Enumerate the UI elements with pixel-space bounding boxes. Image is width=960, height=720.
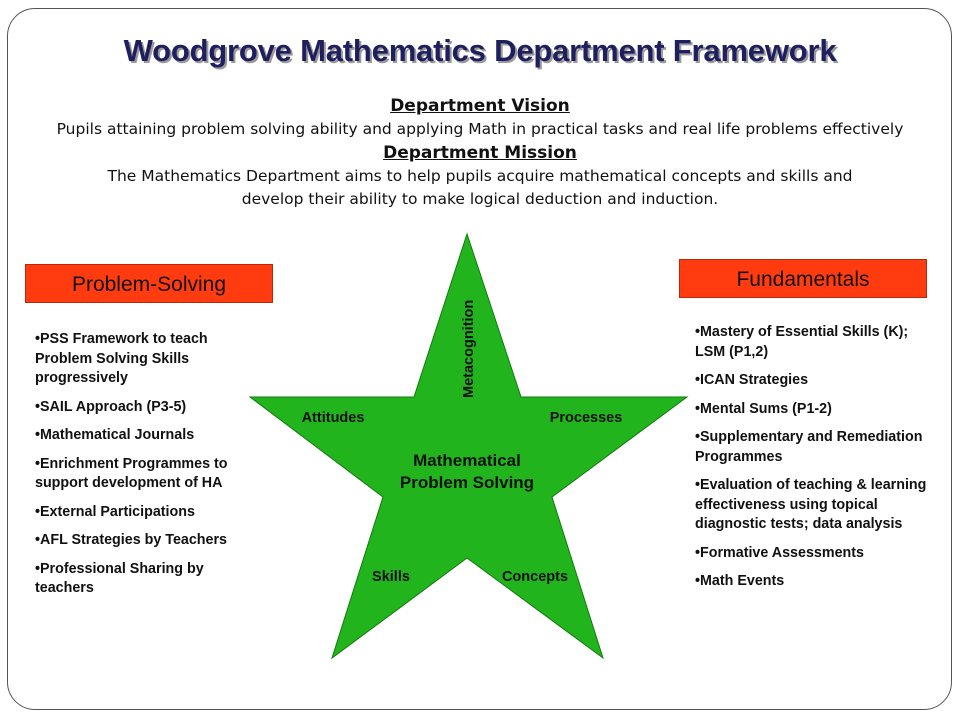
list-item: •Mental Sums (P1-2) — [695, 400, 832, 417]
list-item: •SAIL Approach (P3-5) — [35, 398, 187, 415]
list-item: •Mastery of Essential Skills (K); LSM (P… — [695, 324, 909, 360]
fundamentals-heading-box: Fundamentals — [679, 259, 927, 298]
problem-solving-heading: Problem-Solving — [71, 273, 227, 296]
mission-text-line1: The Mathematics Department aims to help … — [107, 167, 853, 185]
vision-text: Pupils attaining problem solving ability… — [56, 120, 904, 138]
list-item: •AFL Strategies by Teachers — [35, 532, 227, 548]
list-item: •PSS Framework to teach Problem Solving … — [35, 331, 208, 386]
star-shape — [248, 232, 689, 660]
problem-solving-heading-box: Problem-Solving — [25, 264, 273, 303]
list-item: •Supplementary and Remediation Programme… — [695, 429, 923, 465]
star-label-skills: Skills — [372, 569, 410, 585]
vision-heading: Department Vision — [390, 96, 570, 116]
slide-title: Woodgrove Mathematics Department Framewo… — [123, 33, 837, 68]
star-center-line1: Mathematical — [413, 451, 521, 470]
star-label-processes: Processes — [550, 410, 623, 426]
star-center-line2: Problem Solving — [400, 473, 534, 492]
star-label-attitudes: Attitudes — [302, 410, 365, 426]
list-item: •Math Events — [695, 573, 785, 589]
list-item: •ICAN Strategies — [695, 372, 809, 388]
star-label-metacognition: Metacognition — [461, 300, 477, 398]
list-item: •Formative Assessments — [695, 544, 864, 561]
fundamentals-heading: Fundamentals — [736, 268, 870, 291]
mission-heading: Department Mission — [383, 143, 577, 163]
list-item: •Professional Sharing by teachers — [35, 560, 204, 597]
list-item: •Enrichment Programmes to support develo… — [35, 455, 228, 492]
slide-frame — [7, 8, 952, 710]
fundamentals-list: •Mastery of Essential Skills (K); LSM (P… — [695, 323, 930, 601]
list-item: •Evaluation of teaching & learning effec… — [695, 477, 927, 532]
list-item: •Mathematical Journals — [35, 427, 195, 443]
problem-solving-list: •PSS Framework to teach Problem Solving … — [35, 330, 260, 608]
star-label-concepts: Concepts — [502, 569, 568, 585]
mission-text-line2: develop their ability to make logical de… — [241, 190, 719, 208]
list-item: •External Participations — [35, 503, 195, 520]
